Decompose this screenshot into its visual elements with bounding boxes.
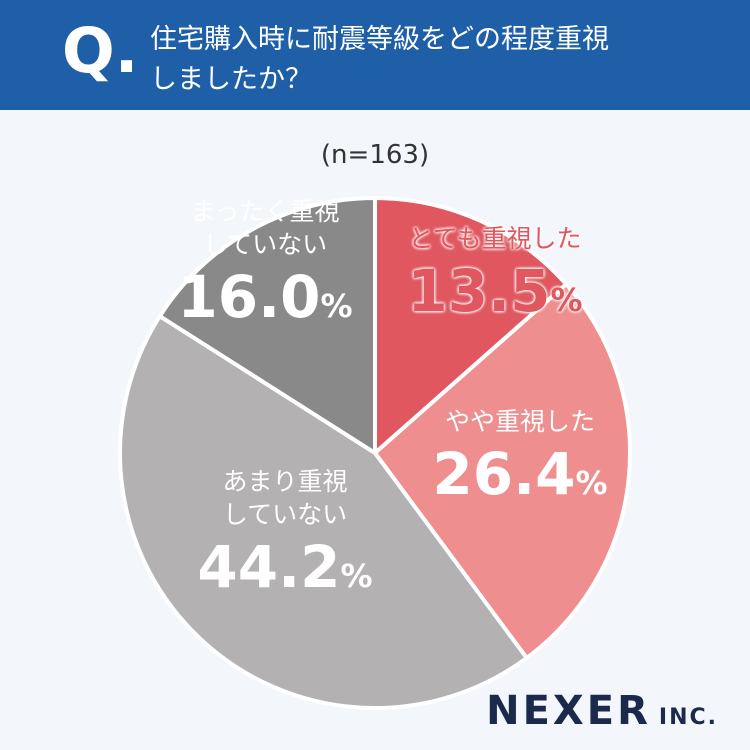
- value-label: 13.5%: [407, 257, 583, 325]
- slice-label: あまり重視 していない 44.2%: [165, 465, 405, 612]
- slice-label: やや重視した 26.4%: [400, 405, 640, 519]
- badge: Q.: [62, 14, 139, 87]
- header: Q. 住宅購入時に耐震等級をどの程度重視 しましたか？: [0, 0, 750, 110]
- category-label: やや重視した: [444, 407, 595, 436]
- pie-slice: [157, 196, 377, 455]
- pie-slice: [373, 196, 569, 455]
- value-label: 26.4%: [432, 440, 608, 508]
- subtitle: (n=163): [320, 140, 430, 170]
- logo-text: NEXER: [486, 688, 651, 734]
- pie-slice: [118, 314, 529, 710]
- category-label: まったく重視 していない: [190, 197, 340, 259]
- logo-suffix: INC.: [658, 705, 718, 730]
- logo: NEXER INC.: [486, 688, 718, 734]
- category-label: とても重視した: [408, 224, 582, 253]
- title: 住宅購入時に耐震等級をどの程度重視 しましたか？: [150, 24, 609, 95]
- value-label: 44.2%: [197, 533, 373, 601]
- category-label: あまり重視 していない: [222, 467, 348, 529]
- slice-label: とても重視した 13.5%: [375, 222, 615, 336]
- value-label: 16.0%: [177, 263, 353, 331]
- slice-label: まったく重視 していない 16.0%: [145, 195, 385, 342]
- pie-slice: [373, 282, 632, 660]
